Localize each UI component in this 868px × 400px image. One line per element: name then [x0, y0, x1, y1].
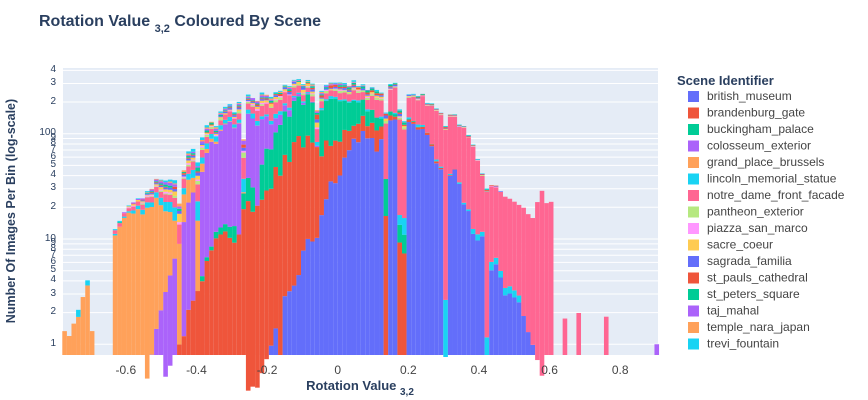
svg-text:colosseum_exterior: colosseum_exterior — [707, 139, 811, 153]
svg-text:brandenburg_gate: brandenburg_gate — [707, 106, 805, 120]
svg-text:pantheon_exterior: pantheon_exterior — [707, 205, 804, 219]
svg-text:st_peters_square: st_peters_square — [707, 287, 800, 301]
svg-text:piazza_san_marco: piazza_san_marco — [707, 221, 808, 235]
svg-text:taj_mahal: taj_mahal — [707, 304, 759, 318]
svg-text:british_museum: british_museum — [707, 89, 792, 103]
svg-text:notre_dame_front_facade: notre_dame_front_facade — [707, 188, 845, 202]
svg-text:st_pauls_cathedral: st_pauls_cathedral — [707, 271, 808, 285]
svg-text:grand_place_brussels: grand_place_brussels — [707, 155, 824, 169]
svg-text:trevi_fountain: trevi_fountain — [707, 337, 779, 351]
svg-text:sacre_coeur: sacre_coeur — [707, 238, 773, 252]
svg-text:lincoln_memorial_statue: lincoln_memorial_statue — [707, 172, 837, 186]
svg-text:buckingham_palace: buckingham_palace — [707, 122, 814, 136]
svg-text:temple_nara_japan: temple_nara_japan — [707, 320, 810, 334]
svg-text:sagrada_familia: sagrada_familia — [707, 254, 792, 268]
